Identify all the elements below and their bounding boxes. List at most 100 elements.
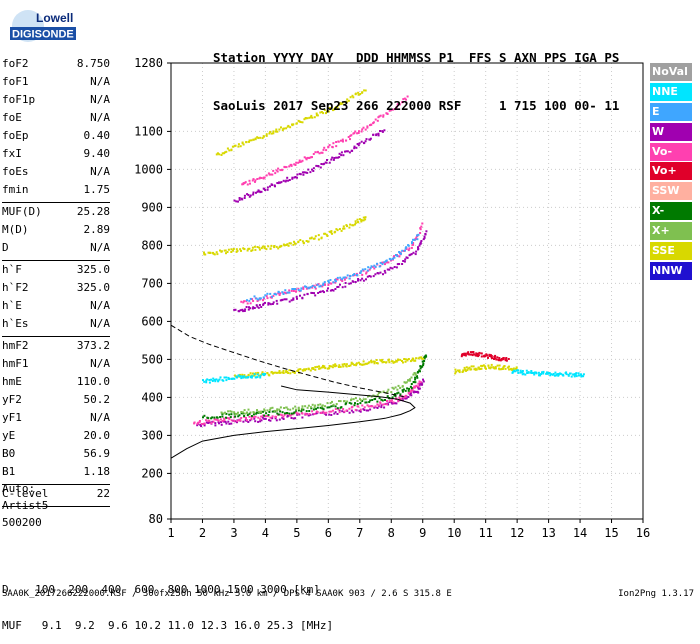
echo-point [305,413,308,416]
echo-point [364,128,367,131]
echo-point [313,413,316,415]
echo-point [344,282,347,284]
param-row: hmF2 373.2 [2,339,110,357]
echo-point [326,402,329,405]
echo-point [514,370,517,373]
echo-point [260,410,263,413]
echo-point [304,405,307,408]
echo-point [326,406,329,409]
echo-point [214,422,217,425]
trace-series [241,95,409,186]
echo-point [365,278,367,281]
echo-point [227,420,230,423]
echo-point [237,200,239,203]
echo-point [272,132,275,135]
echo-point [253,295,256,298]
y-tick-label: 80 [149,512,163,526]
param-label: foF1p [2,93,36,106]
echo-point [221,415,224,418]
echo-point [324,283,326,286]
x-tick-label: 10 [447,526,461,540]
echo-point [241,308,244,311]
echo-point [521,370,524,372]
echo-point [217,152,219,155]
echo-point [299,294,301,297]
echo-point [301,240,304,243]
echo-point [284,412,286,415]
echo-point [230,248,233,251]
echo-point [288,291,291,294]
echo-point [211,420,214,423]
echo-point [533,373,536,376]
legend-item-sse: SSE [650,242,692,261]
echo-point [355,272,358,275]
param-label: hmF2 [2,339,29,352]
echo-point [278,128,281,131]
echo-point [265,174,268,177]
param-row: yF1 N/A [2,411,110,429]
echo-point [470,368,473,371]
echo-point [321,404,324,407]
echo-point [361,400,364,402]
echo-point [251,179,254,182]
echo-point [346,150,349,153]
echo-point [275,419,278,422]
echo-point [263,297,265,300]
param-label: h`F [2,263,22,276]
echo-point [342,227,345,230]
echo-point [336,278,339,281]
echo-point [417,246,419,249]
trace-series [233,230,428,313]
echo-point [417,357,420,360]
echo-point [205,381,208,384]
echo-point [345,365,348,368]
echo-point [256,136,259,139]
echo-point [414,376,417,379]
echo-point [384,399,386,401]
echo-point [275,299,278,302]
echo-point [465,369,467,372]
echo-point [308,286,311,289]
file-info-footer: SAA0K_2017266222000.RSF / 300fx256h 50 k… [2,589,452,599]
echo-point [263,374,265,377]
echo-point [327,145,330,148]
echo-point [203,424,206,427]
echo-point [222,420,225,423]
echo-point [493,358,495,360]
echo-point [364,140,367,143]
echo-point [366,126,369,129]
echo-point [294,411,297,414]
echo-point [374,405,377,408]
echo-point [383,403,386,406]
echo-point [348,282,351,285]
echo-point [263,245,266,248]
echo-point [342,276,345,279]
echo-point [398,103,401,106]
echo-point [381,263,384,266]
echo-point [332,142,335,145]
echo-point [239,419,242,422]
echo-point [328,413,331,416]
echo-point [407,249,410,252]
echo-point [240,411,243,413]
echo-point [339,400,342,403]
echo-point [262,302,265,305]
echo-point [282,418,285,420]
echo-point [485,367,487,370]
echo-point [243,300,246,303]
echo-point [311,410,314,413]
echo-point [297,287,300,290]
echo-point [315,164,318,167]
echo-point [282,369,285,372]
echo-point [322,408,325,411]
echo-point [547,372,550,375]
x-tick-labels: 1 2 3 4 5 6 7 8 9 10 11 12 13 14 15 16 [167,526,650,540]
echo-point [344,285,347,288]
echo-point [338,228,341,230]
echo-point [364,89,367,92]
echo-point [297,161,300,164]
echo-point [388,268,391,271]
echo-point [228,413,231,416]
echo-point [422,364,425,367]
echo-point [281,291,284,294]
